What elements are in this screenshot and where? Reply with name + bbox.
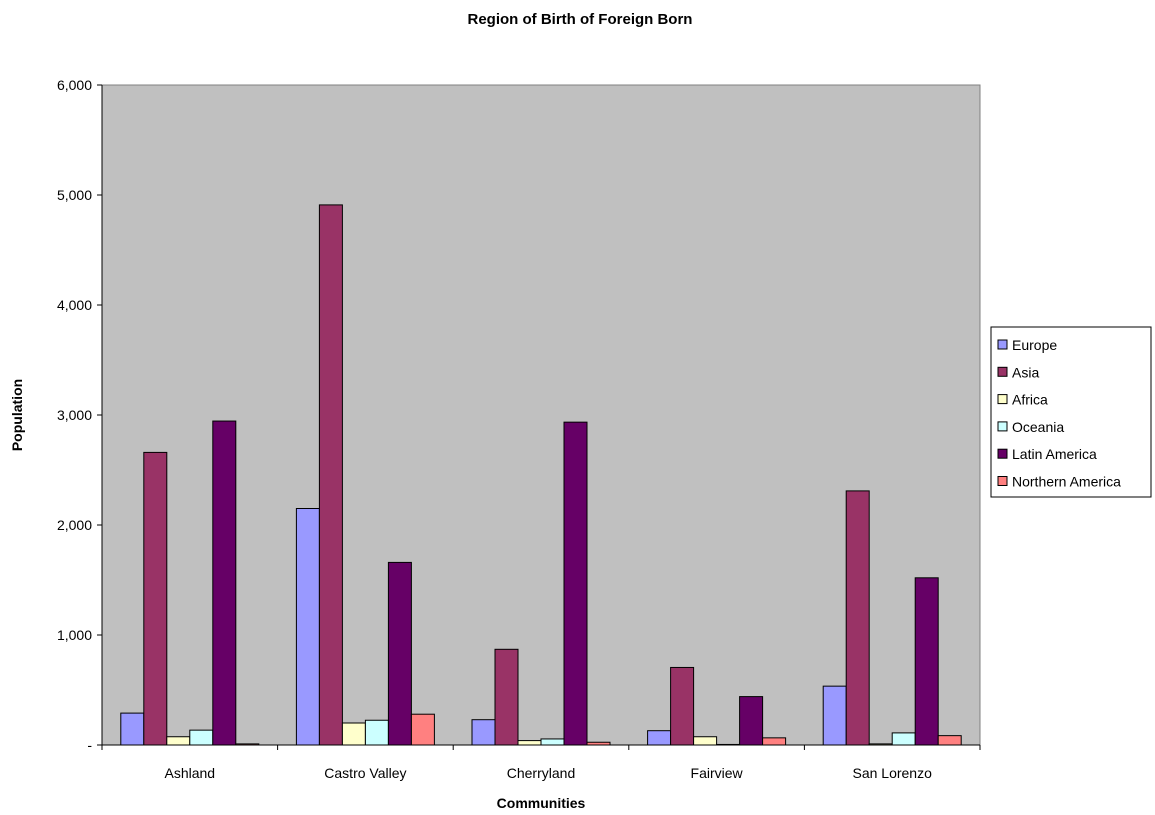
legend: Europe Asia Africa Oceania Latin America Nort… [990,326,1152,498]
plot-area [101,84,981,746]
legend-swatch-asia [997,366,1008,377]
chart-title: Region of Birth of Foreign Born [468,11,693,28]
x-tick-label: Fairview [691,765,744,781]
bar-asia-san-lorenzo [845,490,870,746]
legend-items: Europe Asia Africa Oceania Latin America Nort… [997,337,1121,490]
y-tick-label: 6,000 [57,77,92,93]
bar-northern-america-fairview [762,737,787,746]
bar-asia-castro-valley [318,204,343,746]
y-tick-label: 2,000 [57,517,92,533]
bar-africa-fairview [693,736,718,746]
bar-latin-america-fairview [739,696,764,746]
legend-box [990,326,1152,498]
y-tick-label: 3,000 [57,407,92,423]
bar-africa-ashland [166,736,191,746]
bar-africa-castro-valley [341,722,366,746]
legend-swatch-africa [997,394,1008,405]
x-tick-label: Castro Valley [324,765,406,781]
bar-asia-ashland [143,451,168,746]
bar-oceania-san-lorenzo [891,732,916,746]
bar-oceania-ashland [189,729,214,746]
bar-europe-cherryland [471,719,496,746]
bar-africa-cherryland [517,740,542,746]
legend-swatch-oceania [997,421,1008,432]
bar-latin-america-ashland [212,420,237,746]
x-axis-ticks: Ashland Castro Valley Cherryland Fairview Sa… [101,745,981,781]
bar-latin-america-castro-valley [387,561,412,746]
legend-swatch-latin-america [997,448,1008,459]
legend-label-europe: Europe [1012,337,1057,353]
legend-label-latin-america: Latin America [1012,446,1097,462]
bar-asia-cherryland [494,648,519,746]
y-tick-label: - [87,737,92,753]
x-tick-label: Ashland [165,765,216,781]
bar-oceania-castro-valley [364,719,389,746]
bar-northern-america-castro-valley [410,713,435,746]
y-axis-title: Population [9,379,25,451]
bars-group [120,204,962,746]
x-axis-title: Communities [497,795,586,811]
bar-latin-america-cherryland [563,421,588,746]
x-tick-label: San Lorenzo [852,765,932,781]
x-tick-label: Cherryland [507,765,575,781]
bar-europe-san-lorenzo [822,685,847,746]
bar-latin-america-san-lorenzo [914,577,939,746]
bar-europe-castro-valley [295,508,320,746]
legend-label-africa: Africa [1012,392,1048,408]
legend-swatch-europe [997,339,1008,350]
y-tick-label: 5,000 [57,187,92,203]
bar-europe-fairview [647,730,672,746]
legend-label-northern-america: Northern America [1012,474,1121,490]
legend-label-asia: Asia [1012,364,1039,380]
y-axis-ticks: - 1,000 2,000 3,000 4,000 5,000 6,000 [57,77,102,753]
legend-swatch-northern-america [997,476,1008,486]
legend-label-oceania: Oceania [1012,419,1064,435]
bar-europe-ashland [120,712,145,746]
bar-oceania-cherryland [540,738,565,746]
y-tick-label: 1,000 [57,627,92,643]
bar-asia-fairview [670,666,695,746]
y-tick-label: 4,000 [57,297,92,313]
bar-northern-america-san-lorenzo [937,735,962,746]
